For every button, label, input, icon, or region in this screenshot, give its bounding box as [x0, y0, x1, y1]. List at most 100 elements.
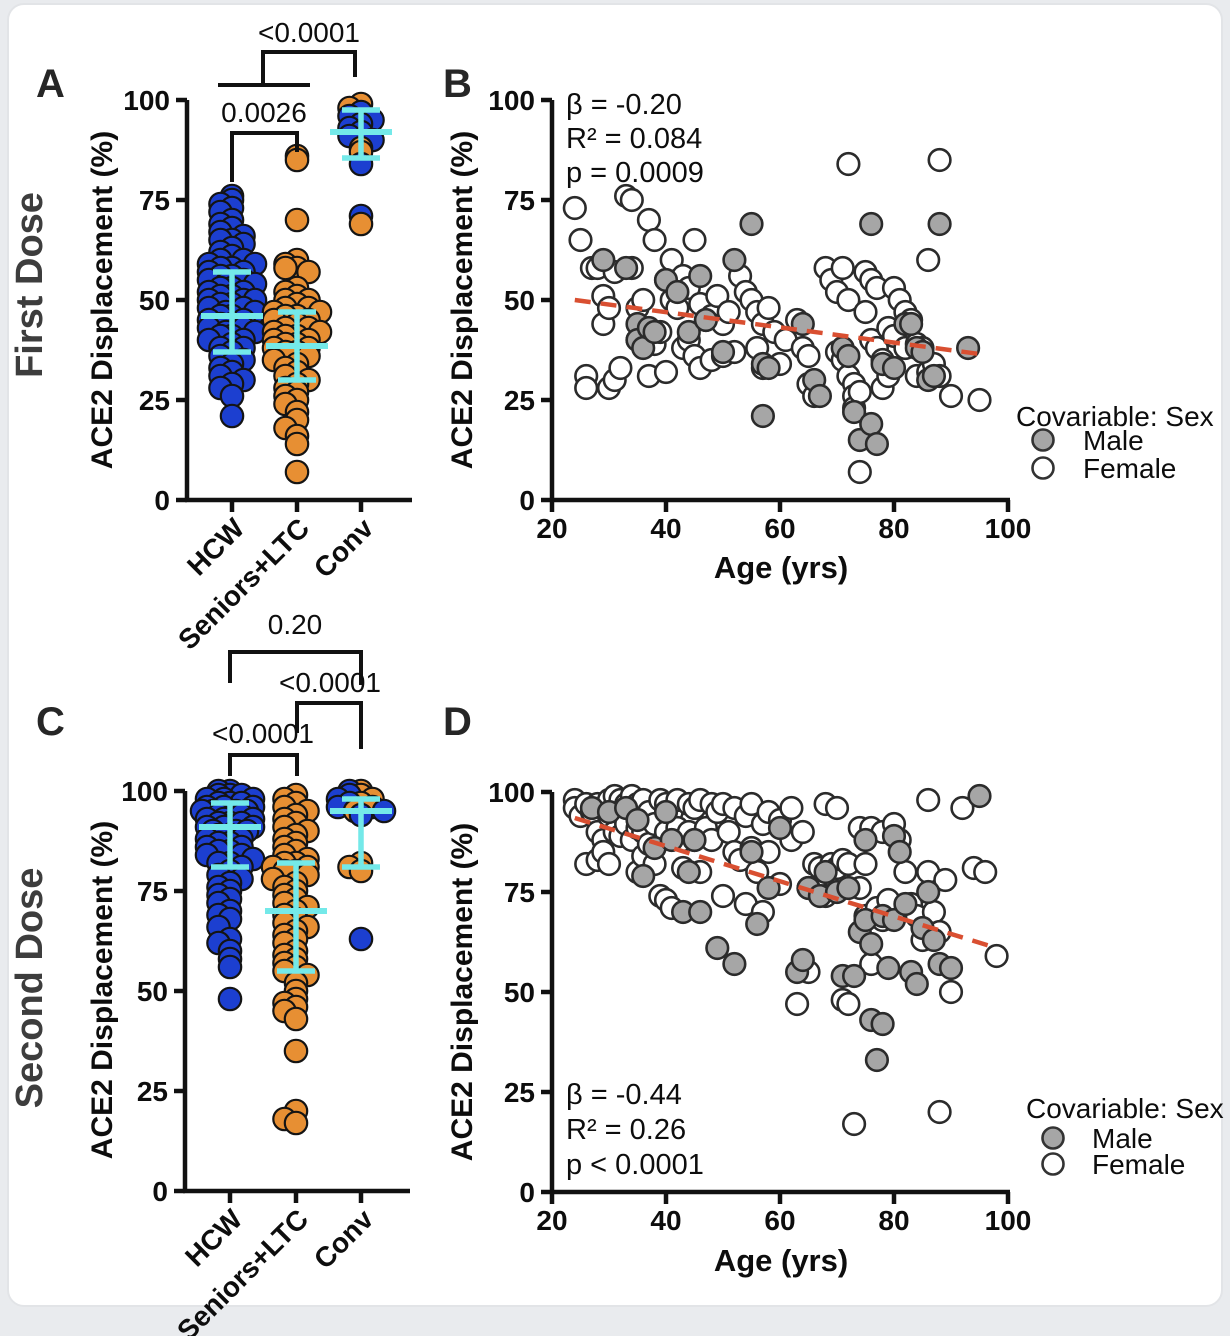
y-tick-label-C: 75 [137, 876, 168, 907]
data-point-B-female [847, 379, 872, 405]
y-tick-label-D: 50 [504, 977, 535, 1008]
y-axis-title-c: ACE2 Displacement (%) [86, 821, 119, 1159]
data-point-B-female [756, 295, 781, 321]
data-point-D-male [836, 875, 861, 901]
data-point-C-seniors+ltc [283, 1110, 309, 1136]
data-point-D-female [893, 859, 918, 885]
legend-male-label-b: Male [1083, 425, 1144, 456]
data-point-B-male [739, 211, 764, 237]
data-point-A-hcw [219, 403, 245, 429]
data-point-D-male [904, 971, 929, 997]
y-tick-label-A: 0 [154, 485, 170, 516]
significance-bracket-c-hcw-vs-conv [228, 650, 363, 685]
data-point-B-male [921, 363, 947, 389]
panel-label-a: A [36, 62, 65, 106]
data-point-D-male [722, 951, 747, 977]
data-point-D-female [853, 851, 878, 877]
stat-rsq-b: R² = 0.084 [566, 123, 702, 155]
panel-label-b: B [443, 62, 472, 106]
data-point-B-male [665, 279, 690, 305]
y-tick-label-D: 75 [504, 877, 535, 908]
data-point-C-conv [348, 926, 374, 952]
data-point-D-female [836, 991, 861, 1017]
data-point-D-male [739, 839, 764, 865]
data-point-C-hcw [217, 954, 243, 980]
data-point-D-male [967, 783, 992, 809]
data-point-D-female [710, 883, 736, 909]
data-point-D-female [984, 943, 1009, 969]
stat-beta-b: β = -0.20 [566, 89, 682, 121]
data-point-D-male [841, 963, 867, 989]
data-point-B-male [927, 211, 952, 237]
data-point-A-seniors+ltc [284, 147, 310, 173]
y-tick-label-A: 25 [139, 385, 170, 416]
data-point-B-male [756, 355, 781, 381]
data-point-B-female [796, 343, 821, 369]
data-point-B-female [642, 227, 667, 253]
data-point-D-male [853, 827, 878, 853]
x-tick-label-D: 20 [536, 1205, 567, 1236]
data-point-B-female [916, 247, 941, 273]
x-tick-label-D: 60 [764, 1205, 795, 1236]
data-point-A-seniors+ltc [284, 459, 310, 485]
data-point-B-male [642, 319, 667, 345]
p-value-a-hcw-vs-ltc: 0.0026 [221, 97, 307, 128]
data-point-B-female [619, 187, 644, 213]
data-point-B-male [841, 399, 867, 425]
row-label-second-dose: Second Dose [9, 868, 51, 1109]
data-point-D-male [653, 799, 679, 825]
data-point-B-female [705, 283, 730, 309]
data-point-B-female [847, 459, 872, 485]
stat-p-d: p < 0.0001 [566, 1149, 704, 1181]
data-point-D-male [938, 955, 964, 981]
y-tick-label-A: 75 [139, 185, 170, 216]
data-point-D-male [790, 947, 815, 973]
data-point-B-female [938, 383, 964, 409]
data-point-D-male [864, 1047, 890, 1073]
legend-male-marker-d [1041, 1126, 1065, 1150]
data-point-D-male [887, 839, 912, 865]
data-point-B-male [859, 411, 884, 437]
data-point-D-female [973, 859, 998, 885]
data-point-B-male [710, 339, 736, 365]
data-point-D-male [705, 935, 730, 961]
legend-title-d: Covariable: Sex [1026, 1093, 1224, 1124]
y-tick-label-A: 100 [123, 85, 170, 116]
data-point-B-male [836, 343, 861, 369]
data-point-D-male [631, 863, 656, 889]
data-point-B-female [631, 287, 656, 313]
stat-p-b: p = 0.0009 [566, 157, 704, 189]
data-point-B-female [653, 359, 679, 385]
data-point-D-male [625, 807, 650, 833]
legend-male-marker-b [1031, 428, 1055, 452]
data-point-D-female [938, 979, 964, 1005]
y-tick-label-C: 100 [121, 776, 168, 807]
data-point-B-female [596, 295, 622, 321]
data-point-D-male [916, 879, 941, 905]
data-point-D-male [745, 911, 770, 937]
data-point-D-female [596, 851, 622, 877]
y-tick-label-C: 25 [137, 1076, 168, 1107]
data-point-D-female [790, 819, 815, 845]
data-point-B-female [608, 355, 633, 381]
y-tick-label-D: 25 [504, 1077, 535, 1108]
significance-bracket-a-hcw-vs-ltc [230, 131, 299, 182]
y-tick-label-C: 50 [137, 976, 168, 1007]
data-point-B-male [591, 247, 616, 273]
data-point-B-female [927, 147, 952, 173]
data-point-C-seniors+ltc [283, 1038, 309, 1064]
x-tick-label-B: 80 [878, 513, 909, 544]
panel-label-c: C [36, 700, 65, 744]
data-point-B-male [859, 211, 884, 237]
data-point-D-female [916, 787, 941, 813]
x-tick-label-D: 40 [650, 1205, 681, 1236]
data-point-D-male [876, 955, 901, 981]
p-value-c-hcw-vs-conv: 0.20 [268, 609, 323, 640]
data-point-D-male [813, 859, 838, 885]
stat-rsq-d: R² = 0.26 [566, 1114, 686, 1146]
y-tick-label-A: 50 [139, 285, 170, 316]
p-value-a-pooled-vs-conv: <0.0001 [258, 17, 360, 48]
y-tick-label-B: 75 [504, 185, 535, 216]
y-tick-label-B: 100 [488, 85, 535, 116]
